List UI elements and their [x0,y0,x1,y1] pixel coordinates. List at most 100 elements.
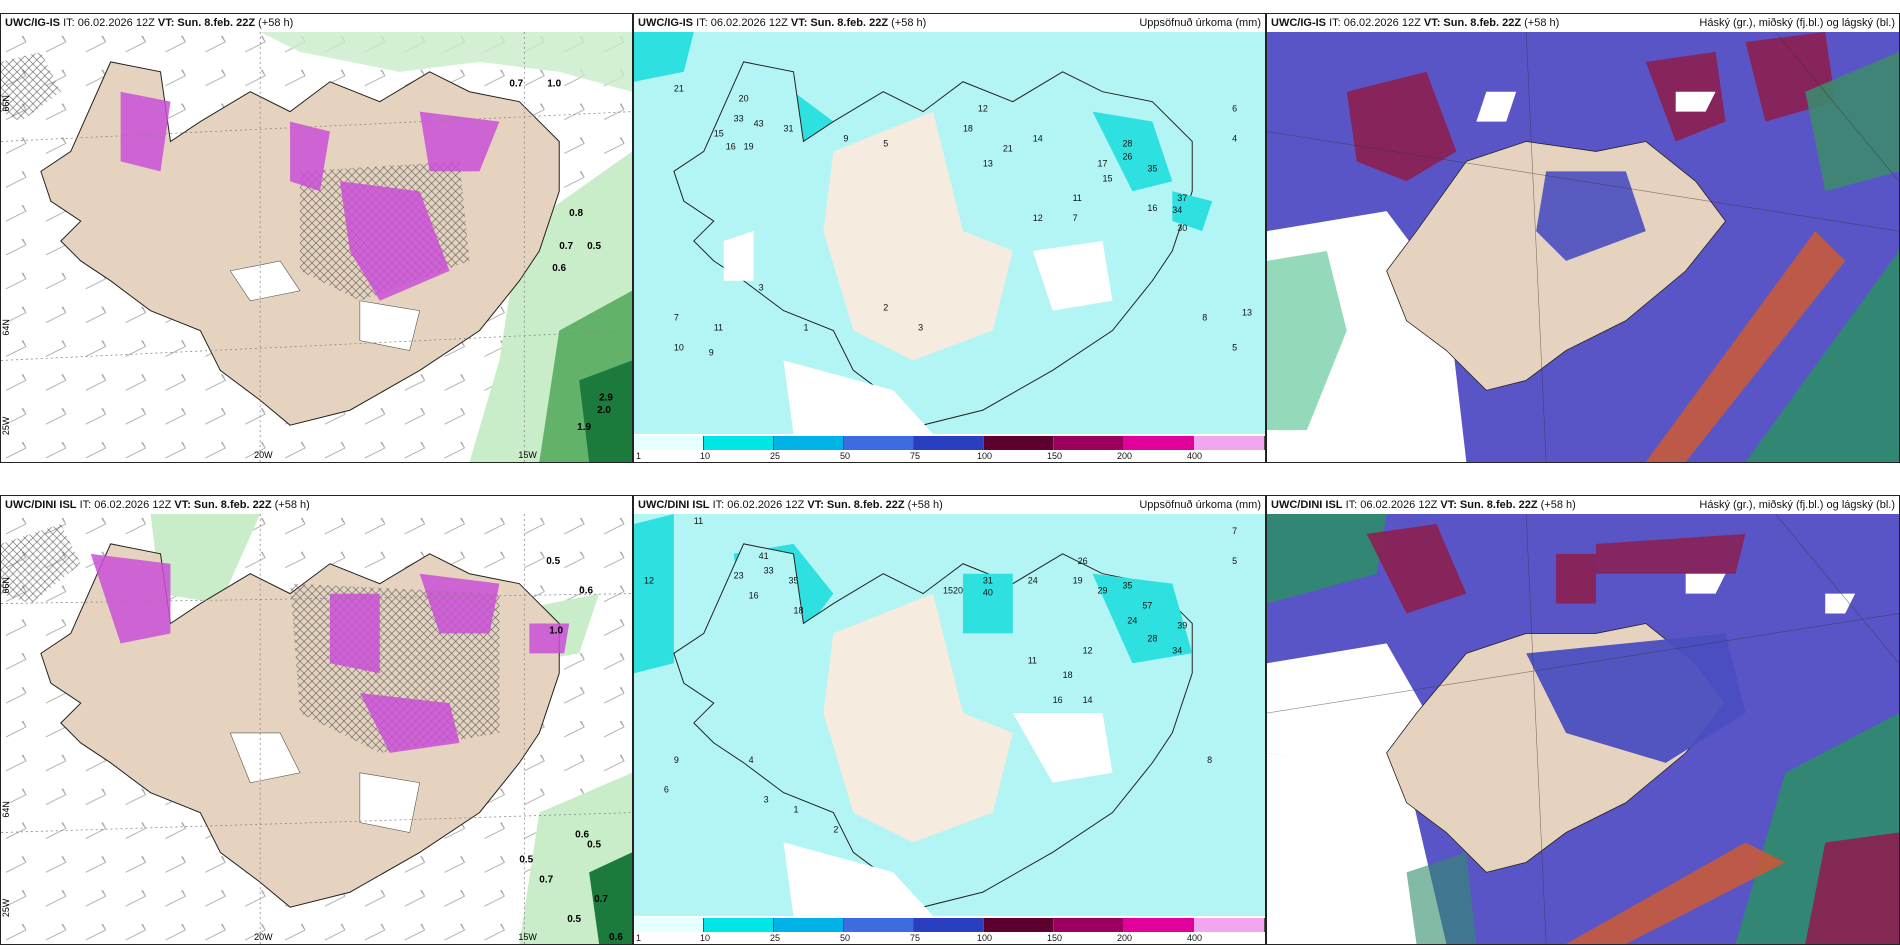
svg-text:26: 26 [1122,151,1132,161]
lat-label-66n: 66N [1,95,11,111]
map-svg: 21 20 33 43 31 15 16 19 9 5 12 18 21 13 … [634,32,1265,434]
colorbar-tick: 50 [840,451,851,461]
map-area[interactable]: 0.5 0.6 1.0 0.7 0.5 0.6 0.5 0.7 0.5 0.6 … [1,514,632,944]
svg-text:11: 11 [714,323,723,333]
svg-text:35: 35 [789,576,799,586]
colorbar-swatch [1054,436,1124,450]
panel-subtitle: Háský (gr.), miðský (fj.bl.) og lágský (… [1699,17,1895,29]
svg-text:19: 19 [744,141,754,151]
svg-text:35: 35 [1122,581,1132,591]
init-time: IT: 06.02.2026 12Z [1345,499,1438,511]
valid-time: VT: Sun. 8.feb. 22Z [1440,499,1538,511]
svg-text:18: 18 [963,124,973,134]
lat-label-25w: 25W [1,416,11,435]
colorbar-tick: 200 [1117,933,1133,943]
valid-time: VT: Sun. 8.feb. 22Z [1423,17,1522,29]
svg-text:33: 33 [764,566,774,576]
svg-text:33: 33 [734,114,744,124]
svg-text:17: 17 [1098,158,1108,168]
svg-text:43: 43 [754,119,764,129]
svg-text:34: 34 [1172,205,1182,215]
panel-subtitle: Uppsöfnuð úrkoma (mm) [1139,499,1261,511]
svg-text:12: 12 [644,576,654,586]
svg-text:16: 16 [749,591,759,601]
wind-value: 0.6 [579,586,593,597]
svg-text:7: 7 [1073,213,1078,223]
wind-value: 0.6 [609,932,623,943]
lon-label-15w: 15W [518,450,537,460]
precip-values: 11 12 41 23 33 35 16 18 15 20 31 40 24 2… [644,516,1237,834]
wind-value: 0.5 [587,241,601,252]
wind-value: 0.5 [546,556,560,567]
svg-text:21: 21 [1003,143,1013,153]
panel-header: UWC/IG-IS IT: 06.02.2026 12Z VT: Sun. 8.… [1267,14,1899,32]
lat-label-66n: 66N [1,577,11,593]
panel-bottom-mid-precip: UWC/DINI ISL IT: 06.02.2026 12Z VT: Sun.… [633,495,1266,945]
svg-text:5: 5 [883,138,888,148]
init-time: IT: 06.02.2026 12Z [79,499,172,511]
valid-time: VT: Sun. 8.feb. 22Z [790,17,889,29]
lead-time: (+58 h) [274,499,310,511]
svg-text:3: 3 [759,283,764,293]
svg-text:8: 8 [1207,755,1212,765]
svg-text:16: 16 [1147,203,1157,213]
lead-time: (+58 h) [1524,17,1560,29]
map-area[interactable]: 21 20 33 43 31 15 16 19 9 5 12 18 21 13 … [634,32,1265,434]
colorbar-tick: 25 [770,933,781,943]
svg-text:28: 28 [1147,633,1157,643]
svg-text:4: 4 [1232,133,1237,143]
lon-label-20w: 20W [254,450,273,460]
svg-text:20: 20 [953,586,963,596]
lon-label-15w: 15W [518,932,537,942]
model-title: UWC/DINI ISL [1271,499,1343,511]
svg-text:10: 10 [674,342,684,352]
colorbar-swatch [1054,918,1124,932]
colorbar-tick: 100 [977,933,993,943]
svg-text:13: 13 [983,158,993,168]
map-area[interactable]: 11 12 41 23 33 35 16 18 15 20 31 40 24 2… [634,514,1265,916]
colorbar-tick: 10 [700,451,711,461]
svg-text:30: 30 [1177,223,1187,233]
wind-value: 0.7 [539,874,553,885]
model-title: UWC/IG-IS [5,17,60,29]
colorbar-swatch [1194,436,1265,450]
lead-time: (+58 h) [907,499,943,511]
svg-text:14: 14 [1033,133,1043,143]
svg-text:12: 12 [1083,645,1093,655]
map-area[interactable] [1267,32,1899,462]
panel-header: UWC/IG-IS IT: 06.02.2026 12Z VT: Sun. 8.… [1,14,632,32]
svg-text:3: 3 [918,323,923,333]
svg-text:6: 6 [664,785,669,795]
wind-value: 0.7 [559,241,573,252]
model-title: UWC/IG-IS [1271,17,1326,29]
svg-text:20: 20 [739,94,749,104]
colorbar-swatch [1124,436,1194,450]
colorbar-tick: 150 [1047,451,1063,461]
colorbar-tick: 200 [1117,451,1133,461]
lon-label-20w: 20W [254,932,273,942]
svg-text:11: 11 [1028,655,1037,665]
panel-bottom-right-clouds: UWC/DINI ISL IT: 06.02.2026 12Z VT: Sun.… [1266,495,1900,945]
colorbar-swatch [774,918,844,932]
colorbar-tick: 150 [1047,933,1063,943]
map-area[interactable]: 0.7 1.0 2.9 2.0 1.9 0.8 0.5 0.7 0.6 20W … [1,32,632,462]
lat-label-64n: 64N [1,319,11,335]
map-area[interactable] [1267,514,1899,944]
panel-header: UWC/DINI ISL IT: 06.02.2026 12Z VT: Sun.… [1,496,632,514]
wind-value: 0.7 [594,894,608,905]
colorbar-tick: 100 [977,451,993,461]
svg-text:11: 11 [694,516,703,526]
lat-label-64n: 64N [1,801,11,817]
colorbar: 1 10 25 50 75 100 150 200 400 [634,916,1265,944]
svg-text:35: 35 [1147,163,1157,173]
svg-text:40: 40 [983,588,993,598]
svg-text:12: 12 [978,104,988,114]
colorbar-swatch [914,918,984,932]
svg-text:57: 57 [1142,601,1152,611]
wind-value: 0.5 [587,839,601,850]
init-time: IT: 06.02.2026 12Z [63,17,155,29]
svg-text:14: 14 [1083,695,1093,705]
colorbar-swatch [634,918,704,932]
svg-text:1: 1 [803,323,808,333]
wind-value: 2.0 [597,405,611,416]
